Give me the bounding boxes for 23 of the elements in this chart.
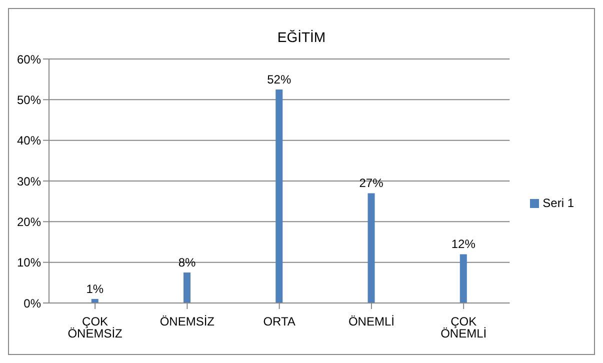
chart-title: EĞİTİM (276, 29, 327, 45)
data-label: 52% (267, 72, 292, 86)
y-tick-label: 10% (16, 256, 42, 270)
y-tick-label: 60% (16, 52, 42, 66)
x-tick-label: ÇOK ÖNEMSİZ (68, 314, 122, 341)
data-label: 12% (451, 237, 476, 252)
x-tick-label: ÖNEMLİ (348, 314, 394, 329)
y-tick-label: 20% (16, 214, 42, 229)
x-tick-label: ORTA (263, 314, 296, 329)
data-label: 8% (178, 256, 196, 270)
bar (184, 272, 191, 303)
y-tick-label: 50% (16, 92, 42, 107)
bar (368, 193, 375, 303)
data-label: 1% (86, 282, 104, 296)
y-tick-label: 40% (16, 134, 42, 148)
bar (276, 90, 283, 303)
bar (460, 254, 467, 303)
x-tick-label: ÖNEMSİZ (160, 314, 215, 329)
x-tick-label: ÇOK ÖNEMLİ (440, 314, 487, 341)
y-tick-label: 30% (16, 174, 42, 188)
data-label: 27% (359, 176, 384, 190)
legend-label: Seri 1 (542, 196, 574, 210)
y-tick-label: 0% (24, 296, 42, 310)
